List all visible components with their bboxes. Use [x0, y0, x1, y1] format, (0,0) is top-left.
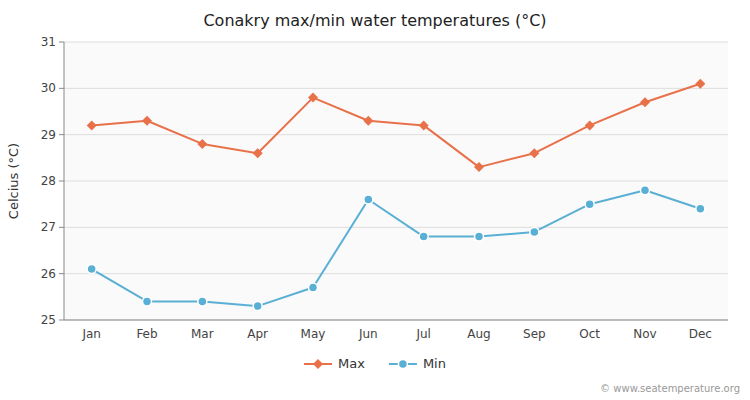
data-point — [419, 120, 429, 130]
grid-line — [64, 227, 728, 228]
x-tick-label: Sep — [523, 327, 546, 341]
grid-line — [64, 134, 728, 135]
data-point — [309, 283, 318, 292]
data-point — [475, 232, 484, 241]
data-point — [585, 120, 595, 130]
grid-line — [64, 181, 728, 182]
data-point — [695, 79, 705, 89]
annotation: © www.seatemperature.org — [600, 383, 740, 394]
grid-line — [64, 88, 728, 89]
data-point — [143, 297, 152, 306]
y-tick-label: 27 — [41, 220, 56, 234]
y-tick-label: 26 — [41, 267, 56, 281]
data-point — [142, 116, 152, 126]
data-point — [641, 186, 650, 195]
grid-line — [64, 42, 728, 43]
series-line — [92, 84, 701, 167]
y-tick-label: 25 — [41, 313, 56, 327]
legend-item: Min — [389, 356, 446, 371]
data-point — [87, 120, 97, 130]
title: Conakry max/min water temperatures (°C) — [203, 11, 546, 30]
data-point — [696, 204, 705, 213]
grid-line — [64, 320, 728, 321]
legend-label: Max — [338, 356, 365, 371]
data-point — [640, 97, 650, 107]
y-tick — [59, 88, 64, 89]
data-point — [529, 148, 539, 158]
y-tick — [59, 134, 64, 135]
x-tick-label: Jun — [358, 327, 378, 341]
x-tick-label: Apr — [247, 327, 268, 341]
y-tick — [59, 181, 64, 182]
legend-label: Min — [423, 356, 446, 371]
data-point — [530, 227, 539, 236]
data-point — [198, 297, 207, 306]
y-tick — [59, 273, 64, 274]
x-axis — [64, 320, 728, 321]
y-tick — [59, 320, 64, 321]
y-tick — [59, 227, 64, 228]
y-axis-label: Celcius (°C) — [6, 143, 21, 219]
plot-background — [64, 42, 728, 320]
y-tick-label: 31 — [41, 35, 56, 49]
x-tick-label: Jul — [415, 327, 430, 341]
data-point — [585, 200, 594, 209]
legend-item: Max — [304, 356, 365, 371]
plot-area — [87, 79, 706, 311]
x-tick-label: Dec — [689, 327, 712, 341]
y-tick-label: 30 — [41, 81, 56, 95]
legend-marker — [313, 359, 323, 369]
grid-line — [64, 273, 728, 274]
legend: Max Min — [304, 356, 446, 371]
chart: 25 26 27 28 29 30 31 Jan Feb Mar Apr May Jun Jul Aug Se… — [0, 0, 750, 400]
x-tick-label: Feb — [136, 327, 157, 341]
data-point — [364, 195, 373, 204]
data-point — [363, 116, 373, 126]
y-tick-label: 28 — [41, 174, 56, 188]
data-point — [308, 93, 318, 103]
x-tick-label: Oct — [579, 327, 600, 341]
data-point — [197, 139, 207, 149]
x-tick-label: Jan — [81, 327, 101, 341]
x-tick-label: Aug — [467, 327, 490, 341]
x-tick-label: Mar — [191, 327, 214, 341]
data-point — [253, 148, 263, 158]
y-axis — [64, 42, 65, 320]
data-point — [87, 265, 96, 274]
x-tick-label: May — [301, 327, 326, 341]
data-point — [474, 162, 484, 172]
series-line — [92, 190, 701, 306]
y-tick-label: 29 — [41, 128, 56, 142]
y-tick — [59, 42, 64, 43]
x-tick-label: Nov — [633, 327, 656, 341]
legend-marker — [398, 360, 407, 369]
data-point — [253, 302, 262, 311]
data-point — [419, 232, 428, 241]
